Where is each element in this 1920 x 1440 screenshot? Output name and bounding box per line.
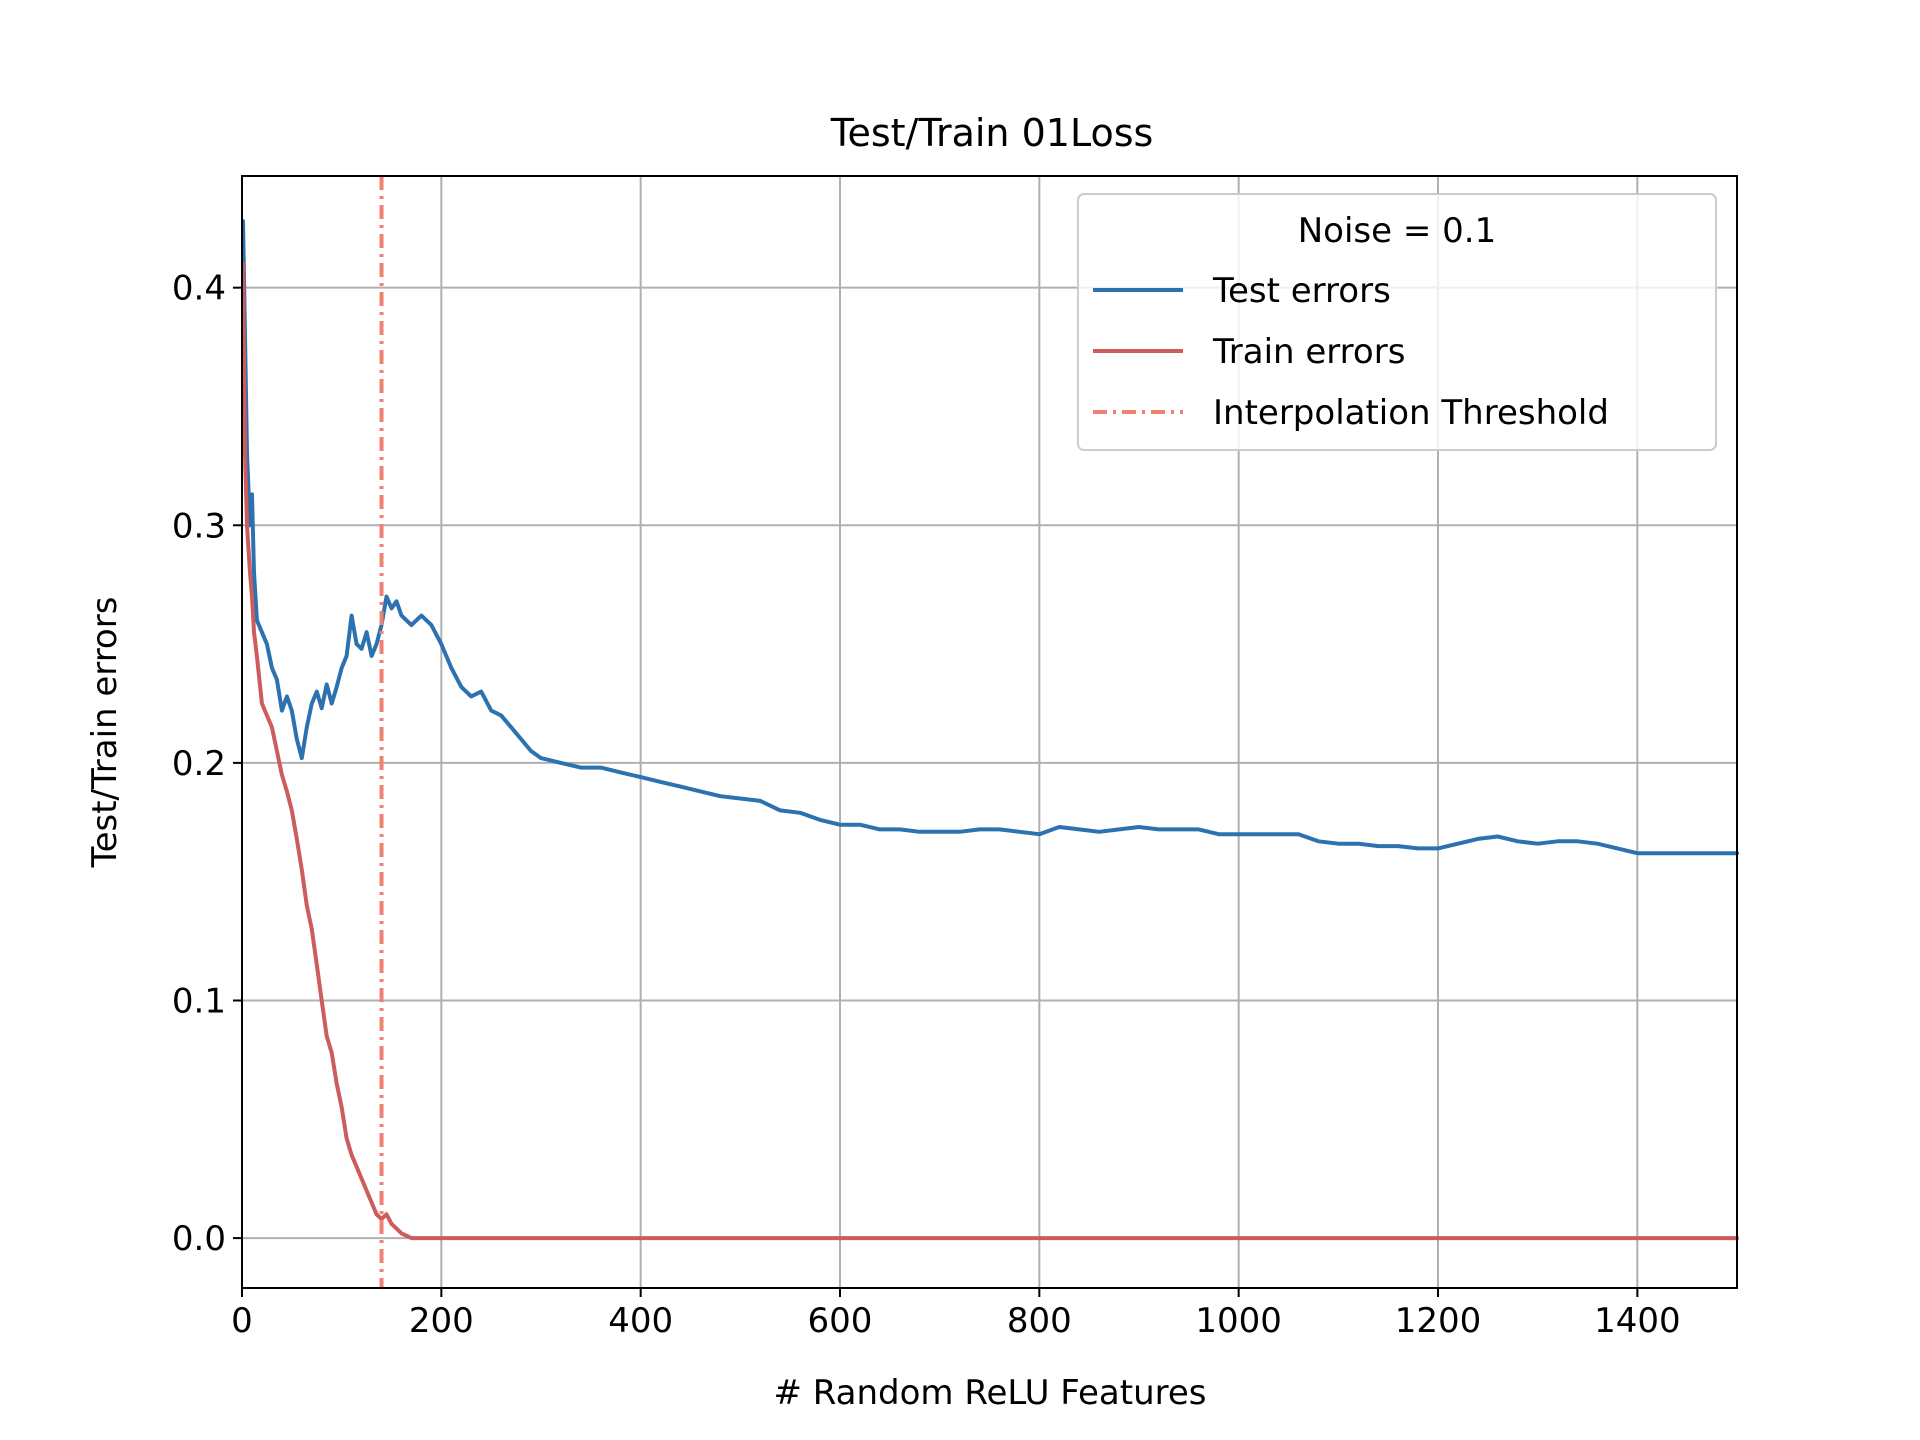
x-tick-label: 400 (608, 1301, 673, 1341)
x-tick-label: 1000 (1195, 1301, 1282, 1341)
y-tick-label: 0.1 (172, 981, 226, 1021)
legend-title: Noise = 0.1 (1298, 211, 1497, 251)
legend-label-test-errors: Test errors (1212, 271, 1391, 311)
x-tick-label: 200 (409, 1301, 474, 1341)
x-tick-label: 1200 (1395, 1301, 1482, 1341)
y-axis-label: Test/Train errors (85, 597, 125, 869)
x-tick-label: 1400 (1594, 1301, 1681, 1341)
y-tick-label: 0.4 (172, 269, 226, 309)
legend-label-interpolation-threshold: Interpolation Threshold (1213, 393, 1609, 433)
x-axis-ticks: 0 200 400 600 800 1000 1200 1400 (231, 1288, 1681, 1341)
y-tick-label: 0.3 (172, 506, 226, 546)
x-tick-label: 0 (231, 1301, 253, 1341)
series-layer (241, 219, 1739, 1241)
x-tick-label: 600 (808, 1301, 873, 1341)
legend-label-train-errors: Train errors (1212, 332, 1405, 372)
test-errors-line (241, 219, 1739, 856)
chart-title: Test/Train 01Loss (830, 111, 1154, 155)
train-errors-line (241, 261, 1739, 1241)
y-axis-ticks: 0.0 0.1 0.2 0.3 0.4 (172, 269, 242, 1259)
plot-frame (241, 175, 1738, 1289)
x-tick-label: 800 (1007, 1301, 1072, 1341)
legend: Noise = 0.1 Test errors Train errors Int… (1077, 193, 1717, 451)
y-tick-label: 0.2 (172, 744, 226, 784)
y-tick-label: 0.0 (172, 1219, 226, 1259)
x-axis-label: # Random ReLU Features (773, 1373, 1206, 1413)
legend-box (1077, 193, 1717, 451)
